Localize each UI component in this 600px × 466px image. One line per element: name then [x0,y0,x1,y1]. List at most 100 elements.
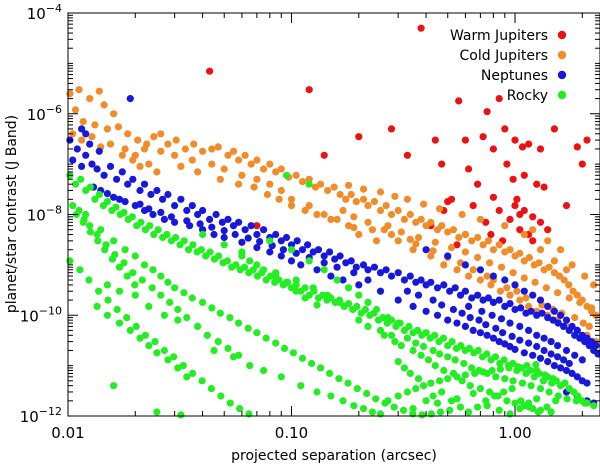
data-point [355,230,363,239]
data-point [93,230,101,239]
legend-marker [557,90,567,100]
data-point [131,281,139,289]
data-point [532,361,540,369]
data-point [438,388,446,396]
data-point [503,160,511,168]
data-point [520,274,528,282]
data-point [95,287,103,295]
data-point [451,356,459,364]
data-point [262,334,270,342]
data-point [495,406,503,414]
y-tick-label: 10−10 [20,304,62,325]
data-point [73,145,81,153]
data-point [525,253,534,262]
data-point [95,147,103,155]
legend-label: Warm Jupiters [450,28,548,44]
data-point [335,375,343,383]
data-point [533,366,541,375]
data-point [177,195,185,203]
data-point [126,95,134,103]
data-point [157,291,165,299]
data-point [394,206,402,215]
data-point [554,392,562,400]
data-point [305,257,313,265]
data-point [172,136,180,144]
data-point [379,314,387,322]
data-point [458,210,466,219]
data-point [438,160,446,168]
data-point [342,195,350,203]
data-point [86,140,94,148]
data-point [456,403,465,411]
data-point [433,399,442,407]
data-point [339,206,347,215]
data-point [272,339,280,347]
data-point [525,140,533,148]
data-point [79,118,87,126]
data-point [461,371,469,379]
data-point [229,222,238,230]
data-point [506,300,514,308]
data-point [171,284,179,292]
data-point [314,246,323,254]
data-point [468,237,476,245]
data-point [438,301,446,309]
data-point [523,362,531,370]
data-point [115,263,124,271]
data-point [260,226,268,234]
data-point [536,354,545,362]
data-point [235,180,243,188]
data-point [241,151,249,159]
data-point [112,203,120,211]
data-point [451,284,459,292]
x-tick-label: 1.00 [498,424,531,442]
data-point [198,377,206,385]
data-point [86,228,94,236]
data-point [448,338,456,346]
data-point [217,392,225,400]
data-point [474,253,482,262]
data-point [495,95,503,103]
data-point [449,226,457,234]
data-point [253,230,261,239]
series-warm-jupiters [206,24,591,249]
data-point [478,307,486,315]
data-point [206,215,214,223]
data-point [562,266,571,274]
data-point [538,309,546,317]
data-point [531,278,539,286]
data-point [431,238,439,246]
data-point [247,160,255,168]
data-point [241,226,249,234]
data-point [232,261,240,269]
data-point [420,200,428,208]
data-point [110,237,118,245]
data-point [121,198,129,206]
data-point [420,382,428,390]
data-point [179,362,187,370]
data-point [177,162,185,170]
data-point [172,233,180,242]
data-point [495,206,503,215]
data-point [543,403,551,411]
data-point [66,257,74,265]
data-point [576,298,584,306]
data-point [181,145,189,153]
data-point [140,145,149,153]
data-point [554,353,562,361]
data-point [136,186,144,195]
data-point [157,147,165,155]
data-point [292,276,300,284]
data-point [536,406,545,414]
data-point [506,215,514,223]
data-point [149,210,157,219]
data-point [260,165,268,173]
data-point [412,240,420,248]
data-point [208,160,216,168]
data-point [215,252,223,260]
data-point [253,261,261,269]
data-point [171,202,179,210]
data-point [103,198,111,206]
data-point [397,228,405,236]
